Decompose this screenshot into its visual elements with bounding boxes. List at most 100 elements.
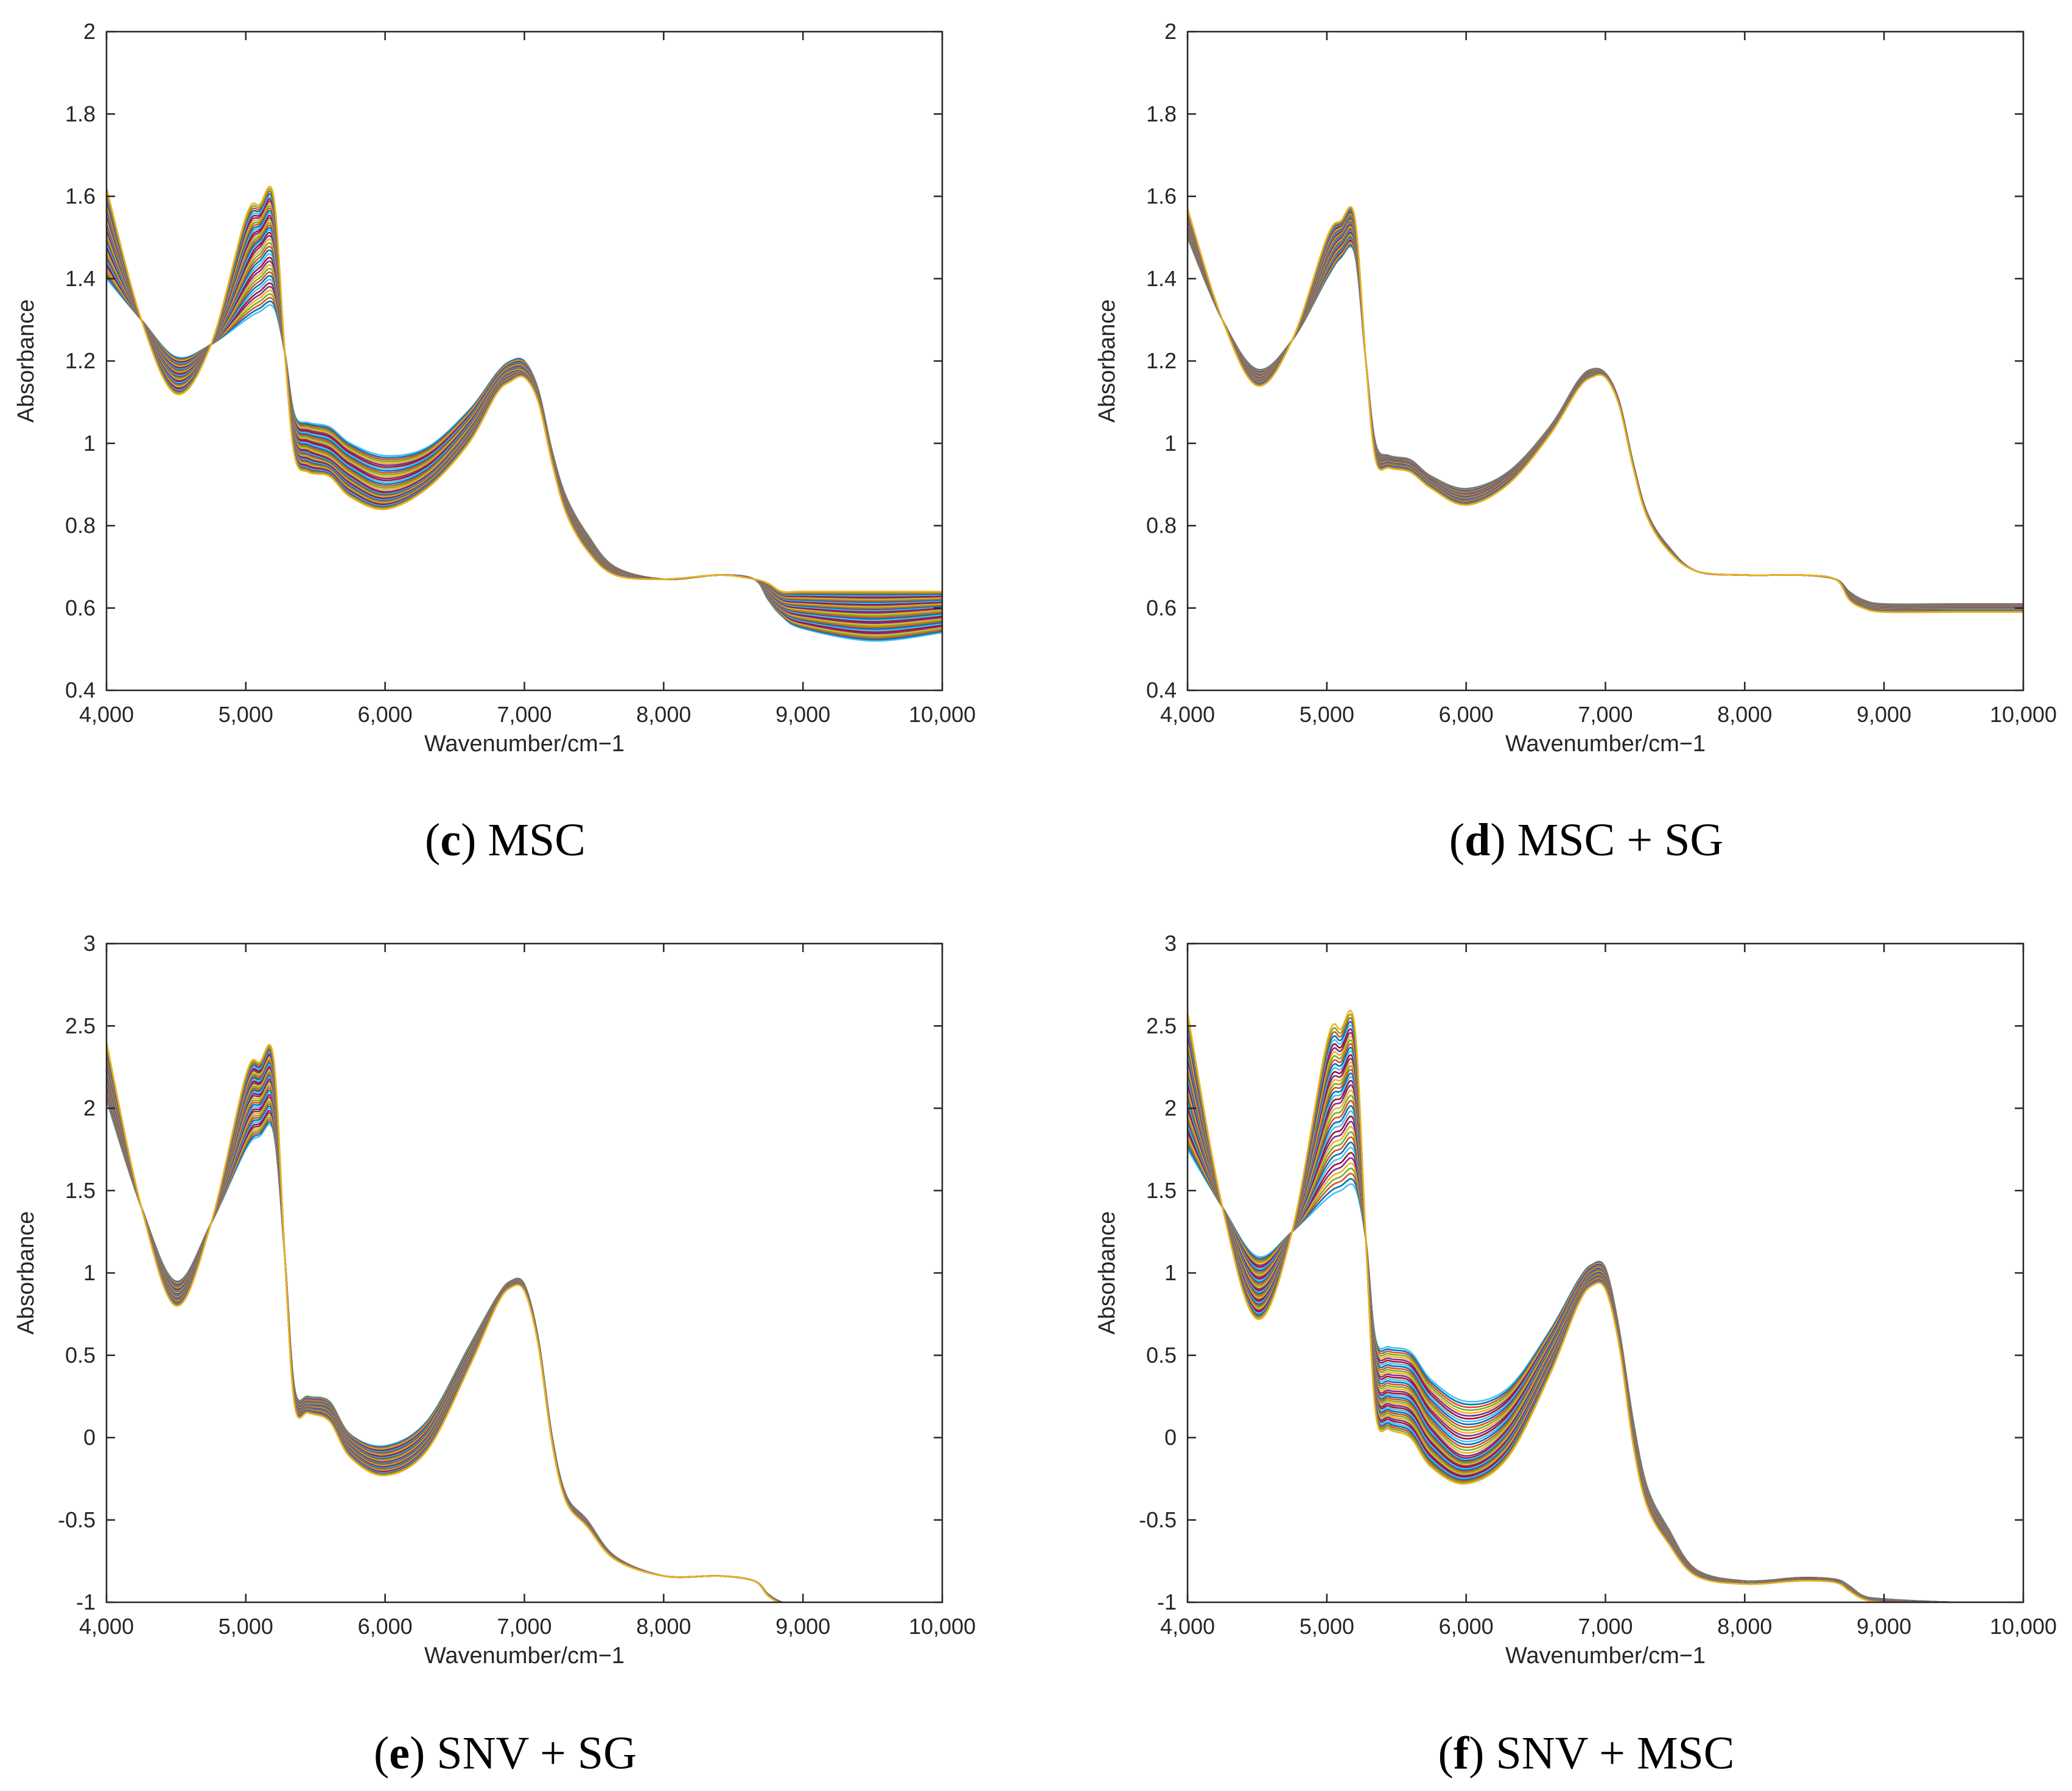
spectra-group — [107, 186, 942, 642]
x-tick-label: 9,000 — [775, 702, 830, 727]
plot-frame — [1186, 30, 2025, 692]
y-tick-label: -0.5 — [58, 1507, 96, 1532]
y-tick-label: 0.5 — [65, 1342, 96, 1367]
y-tick-label: 2 — [1164, 1096, 1177, 1121]
x-tick-label: 9,000 — [1857, 1614, 1911, 1639]
spectrum-line — [1188, 1111, 2023, 1602]
y-tick-label: 1.2 — [1146, 348, 1177, 373]
spectrum-line — [1188, 211, 2023, 612]
x-tick-label: 7,000 — [497, 702, 551, 727]
spectrum-line — [1188, 1104, 2023, 1602]
x-tick-label: 9,000 — [1857, 702, 1911, 727]
spectrum-line — [107, 1043, 780, 1602]
x-tick-label: 6,000 — [358, 702, 413, 727]
caption-method: ) SNV + MSC — [1469, 1728, 1734, 1779]
spectrum-line — [1188, 216, 2023, 611]
spectrum-line — [107, 202, 942, 600]
y-tick-label: 1 — [1164, 1260, 1177, 1285]
x-tick-label: 6,000 — [1439, 702, 1494, 727]
x-axis-title: Wavenumber/cm−1 — [424, 1643, 625, 1669]
y-tick-label: 1.8 — [1146, 101, 1177, 126]
x-tick-label: 4,000 — [1160, 1614, 1215, 1639]
spectrum-line — [1188, 212, 2023, 612]
caption-letter: d — [1465, 815, 1490, 866]
caption-letter: c — [440, 815, 461, 866]
spectrum-line — [1188, 206, 2023, 614]
x-tick-label: 7,000 — [1578, 1614, 1633, 1639]
y-tick-label: 2 — [83, 19, 96, 44]
x-tick-label: 5,000 — [219, 702, 273, 727]
x-tick-label: 10,000 — [909, 702, 976, 727]
panel-caption: (e) SNV + SG — [374, 1728, 637, 1779]
y-tick-label: 1.5 — [1146, 1178, 1177, 1203]
panel-c: 4,000 5,000 6,000 7,000 8,000 9,000 10,000 0.4 0… — [13, 19, 976, 866]
spectrum-line — [107, 206, 942, 602]
y-tick-label: 0.4 — [1146, 678, 1177, 703]
spectrum-line — [1188, 210, 2023, 612]
spectrum-line — [1188, 217, 2023, 611]
panel-caption: (c) MSC — [425, 815, 586, 866]
spectrum-line — [107, 186, 942, 594]
spectrum-line — [1188, 1115, 2023, 1602]
spectra-group — [1188, 206, 2023, 614]
y-tick-label: 0 — [1164, 1425, 1177, 1450]
y-tick-label: 1 — [83, 430, 96, 455]
y-tick-label: 1.8 — [65, 101, 96, 126]
x-tick-label: 4,000 — [79, 1614, 134, 1639]
caption-open-paren: ( — [374, 1728, 389, 1779]
x-tick-label: 8,000 — [1717, 702, 1772, 727]
y-tick-label: 0.6 — [1146, 595, 1177, 620]
caption-letter: e — [389, 1728, 410, 1779]
x-tick-label: 8,000 — [636, 702, 691, 727]
x-tick-label: 10,000 — [1990, 1614, 2057, 1639]
caption-letter: f — [1454, 1728, 1470, 1779]
y-tick-label: 0.4 — [65, 678, 96, 703]
caption-open-paren: ( — [425, 815, 440, 866]
x-tick-label: 5,000 — [1300, 702, 1354, 727]
x-tick-label: 7,000 — [497, 1614, 551, 1639]
spectrum-line — [1188, 1145, 2023, 1602]
spectrum-line — [1188, 1025, 2023, 1602]
spectrum-line — [1188, 217, 2023, 611]
x-tick-label: 4,000 — [1160, 702, 1215, 727]
spectrum-line — [107, 204, 942, 601]
y-axis-title: Absorbance — [1094, 300, 1120, 423]
x-tick-label: 6,000 — [358, 1614, 413, 1639]
x-axis-title: Wavenumber/cm−1 — [424, 731, 625, 757]
y-axis-title: Absorbance — [1094, 1211, 1120, 1335]
spectra-group — [107, 1042, 785, 1602]
y-tick-label: 1.5 — [65, 1178, 96, 1203]
x-tick-label: 8,000 — [636, 1614, 691, 1639]
spectrum-line — [107, 1045, 780, 1602]
y-tick-label: 2 — [83, 1096, 96, 1121]
y-tick-label: 1.6 — [65, 184, 96, 209]
x-tick-label: 4,000 — [79, 702, 134, 727]
spectrum-line — [107, 195, 942, 597]
y-tick-label: 1 — [1164, 430, 1177, 455]
y-tick-label: -0.5 — [1139, 1507, 1177, 1532]
spectrum-line — [107, 191, 942, 595]
x-axis-title: Wavenumber/cm−1 — [1505, 1643, 1706, 1669]
caption-open-paren: ( — [1449, 815, 1465, 866]
spectrum-line — [1188, 215, 2023, 611]
y-tick-label: 2.5 — [1146, 1013, 1177, 1038]
y-tick-label: 1 — [83, 1260, 96, 1285]
plot-frame — [105, 942, 943, 1603]
caption-open-paren: ( — [1438, 1728, 1454, 1779]
spectrum-line — [107, 1042, 780, 1602]
y-tick-label: 1.2 — [65, 348, 96, 373]
spectrum-line — [1188, 208, 2023, 613]
spectra-group — [1188, 1009, 2023, 1602]
spectrum-line — [107, 198, 942, 598]
panel-caption: (d) MSC + SG — [1449, 815, 1723, 866]
y-tick-label: 2.5 — [65, 1013, 96, 1038]
spectrum-line — [107, 188, 942, 594]
x-tick-label: 10,000 — [909, 1614, 976, 1639]
x-tick-label: 6,000 — [1439, 1614, 1494, 1639]
y-tick-label: 0.8 — [65, 513, 96, 538]
x-tick-label: 5,000 — [1300, 1614, 1354, 1639]
panel-f: 4,000 5,000 6,000 7,000 8,000 9,000 10,000 -1 -0… — [1094, 931, 2057, 1779]
spectrum-line — [1188, 1013, 2023, 1602]
y-tick-label: 3 — [1164, 931, 1177, 956]
caption-method: ) SNV + SG — [410, 1728, 637, 1779]
